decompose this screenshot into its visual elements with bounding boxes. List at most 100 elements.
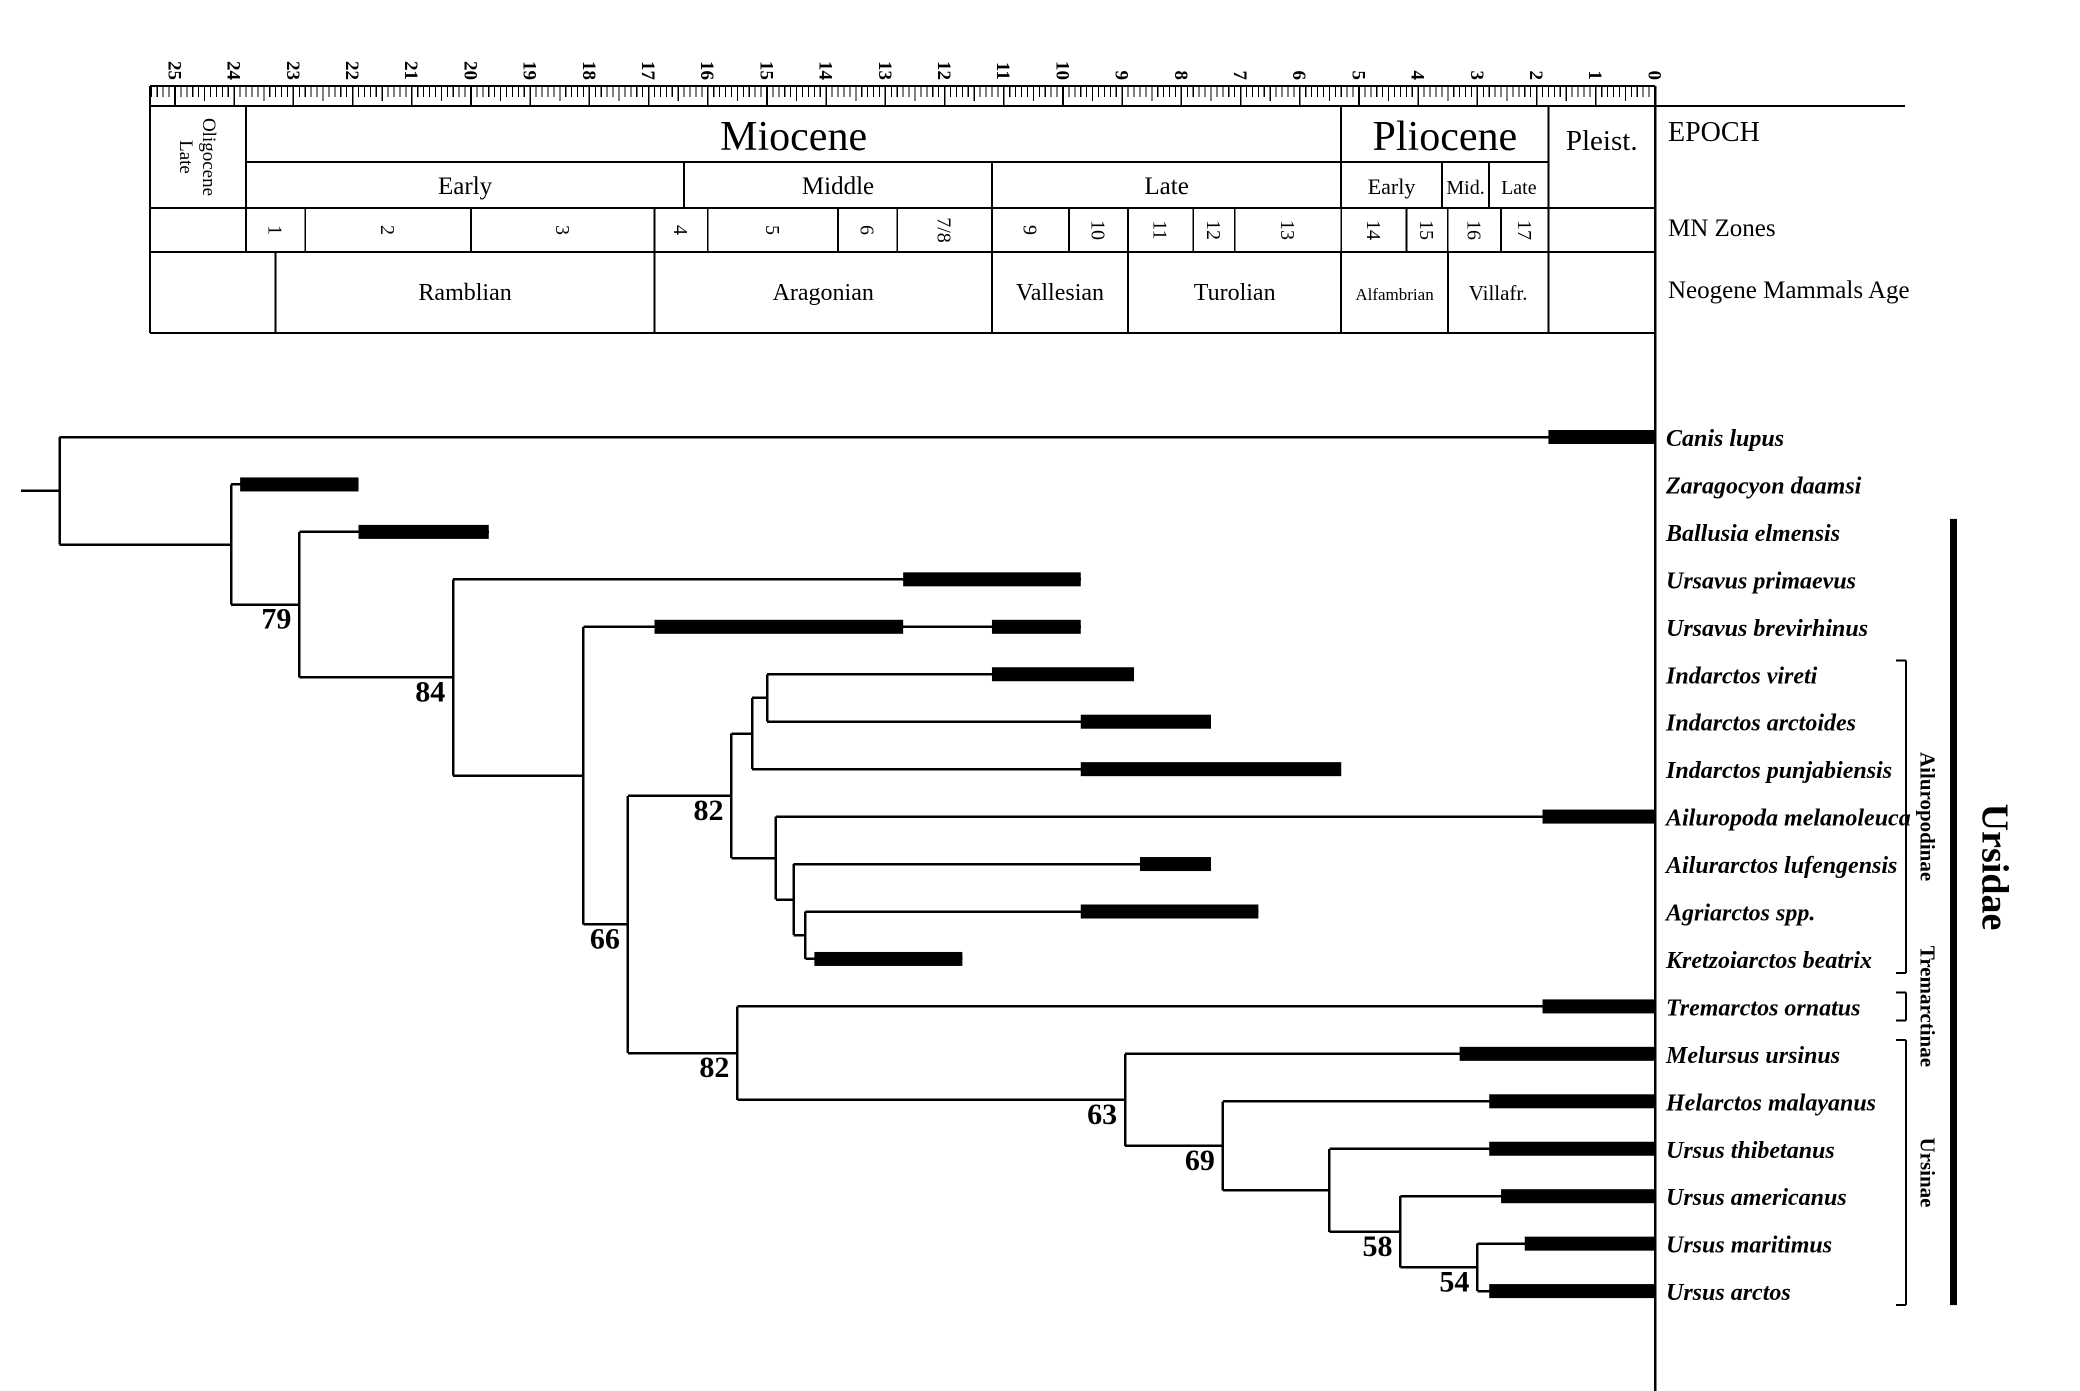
ruler-tick-label: 13 <box>874 61 895 80</box>
epoch-row-label: EPOCH <box>1668 117 1760 148</box>
mammal-age-name: Alfambrian <box>1355 285 1434 304</box>
fossil-range-bar <box>358 524 489 539</box>
fossil-range-bar <box>991 667 1135 682</box>
taxon-label: Agriarctos spp. <box>1664 901 1815 927</box>
fossil-range-bar <box>1489 1284 1655 1299</box>
taxon-label: Indarctos arctoides <box>1665 711 1856 737</box>
ruler-tick-label: 22 <box>341 61 362 80</box>
mn-zone-number: 13 <box>1276 220 1298 240</box>
mn-zone-number: 17 <box>1513 220 1535 240</box>
epoch-name: Pleist. <box>1566 125 1638 157</box>
fossil-range-bar <box>1524 1236 1655 1251</box>
taxon-label: Ursus americanus <box>1666 1185 1847 1211</box>
fossil-range-bar <box>814 951 963 966</box>
ruler-tick-label: 7 <box>1229 71 1250 81</box>
fossil-range-bar <box>903 572 1081 587</box>
mn-zone-number: 1 <box>264 225 286 235</box>
mn-zone-number: 6 <box>856 225 878 235</box>
mn-zone-number: 4 <box>669 225 691 235</box>
ruler-tick-label: 3 <box>1466 71 1487 81</box>
mammal-age-name: Villafr. <box>1469 281 1528 305</box>
taxon-label: Ursus thibetanus <box>1666 1138 1835 1164</box>
epoch-stage-name: Late <box>1144 173 1188 200</box>
mn-zone-number: 12 <box>1202 220 1224 240</box>
family-label: Ursidae <box>1974 804 2016 931</box>
mn-zone-number: 2 <box>376 225 398 235</box>
ruler-tick-label: 1 <box>1584 71 1605 81</box>
fossil-range-bar <box>1459 1046 1655 1061</box>
support-value: 69 <box>1185 1144 1215 1177</box>
mn-zone-number: 16 <box>1462 220 1484 240</box>
fossil-range-bar <box>1501 1189 1655 1204</box>
clade-label: Tremarctinae <box>1916 946 1940 1067</box>
mn-zone-number: 15 <box>1415 220 1437 240</box>
fossil-range-bar <box>654 619 904 634</box>
fossil-range-bar <box>240 477 359 492</box>
taxon-label: Ursus arctos <box>1666 1280 1791 1306</box>
ruler-tick-label: 16 <box>696 61 717 80</box>
mn-zone-number: 14 <box>1362 220 1384 240</box>
support-value: 84 <box>415 675 445 708</box>
ruler-tick-label: 9 <box>1111 71 1132 81</box>
mn-zone-number: 3 <box>551 225 573 235</box>
taxon-label: Ursavus brevirhinus <box>1666 616 1868 642</box>
taxon-label: Indarctos punjabiensis <box>1665 758 1892 784</box>
ruler-tick-label: 15 <box>755 61 776 80</box>
taxon-label: Ailurarctos lufengensis <box>1664 853 1897 879</box>
fossil-range-bar <box>1489 1141 1655 1156</box>
taxon-label: Ursus maritimus <box>1666 1233 1832 1259</box>
mn-zone-number: 10 <box>1087 220 1109 240</box>
ruler-tick-label: 8 <box>1170 71 1191 81</box>
mammal-age-name: Turolian <box>1194 280 1276 306</box>
taxon-label: Indarctos vireti <box>1665 663 1818 689</box>
support-value: 63 <box>1087 1098 1117 1131</box>
support-value: 54 <box>1439 1265 1469 1298</box>
ruler-tick-label: 21 <box>400 61 421 80</box>
ruler-tick-label: 17 <box>637 61 658 81</box>
fossil-range-bar <box>1489 1094 1655 1109</box>
support-value: 66 <box>590 922 620 955</box>
ruler-tick-label: 10 <box>1051 61 1072 80</box>
mammal-age-name: Aragonian <box>773 280 874 306</box>
mammal-age-name: Ramblian <box>418 280 511 306</box>
mammal-age-row-label: Neogene Mammals Age <box>1668 277 1910 304</box>
ruler-tick-label: 12 <box>933 61 954 80</box>
support-value: 82 <box>693 794 723 827</box>
taxon-label: Tremarctos ornatus <box>1666 995 1860 1021</box>
ruler-tick-label: 2 <box>1525 71 1546 81</box>
taxon-label: Melursus ursinus <box>1665 1043 1840 1069</box>
ruler-tick-label: 19 <box>519 61 540 80</box>
taxon-label: Kretzoiarctos beatrix <box>1665 948 1872 974</box>
mn-zone-number: 7/8 <box>933 217 955 243</box>
support-value: 58 <box>1362 1230 1392 1263</box>
family-bar <box>1950 518 1957 1306</box>
fossil-range-bar <box>1080 762 1342 777</box>
mn-zone-number: 9 <box>1018 225 1040 235</box>
ruler-tick-label: 18 <box>578 61 599 80</box>
epoch-stage-name: Early <box>1368 174 1416 199</box>
mn-zone-number: 5 <box>761 225 783 235</box>
ruler-tick-label: 6 <box>1288 71 1309 81</box>
ruler-tick-label: 20 <box>459 61 480 80</box>
ruler-tick-label: 5 <box>1347 71 1368 81</box>
taxon-label: Ballusia elmensis <box>1665 521 1840 547</box>
fossil-range-bar <box>1548 430 1655 444</box>
mn-zones-row-label: MN Zones <box>1668 215 1776 242</box>
fossil-range-bar <box>1139 857 1211 872</box>
epoch-name: Miocene <box>720 114 867 160</box>
ruler-tick-label: 4 <box>1407 71 1428 81</box>
ruler-tick-label: 23 <box>282 61 303 80</box>
taxon-label: Helarctos malayanus <box>1665 1090 1876 1116</box>
taxon-label: Ailuropoda melanoleuca <box>1664 806 1911 832</box>
epoch-name: Pliocene <box>1373 114 1518 160</box>
ruler-tick-label: 0 <box>1643 71 1664 81</box>
ruler-tick-label: 14 <box>815 61 836 81</box>
fossil-range-bar <box>1080 904 1259 919</box>
ruler-tick-label: 24 <box>223 61 244 81</box>
epoch-name: Oligocene <box>198 118 219 196</box>
clade-label: Ursinae <box>1916 1137 1940 1207</box>
mammal-age-name: Vallesian <box>1016 280 1104 306</box>
epoch-stage-name: Mid. <box>1446 177 1484 199</box>
